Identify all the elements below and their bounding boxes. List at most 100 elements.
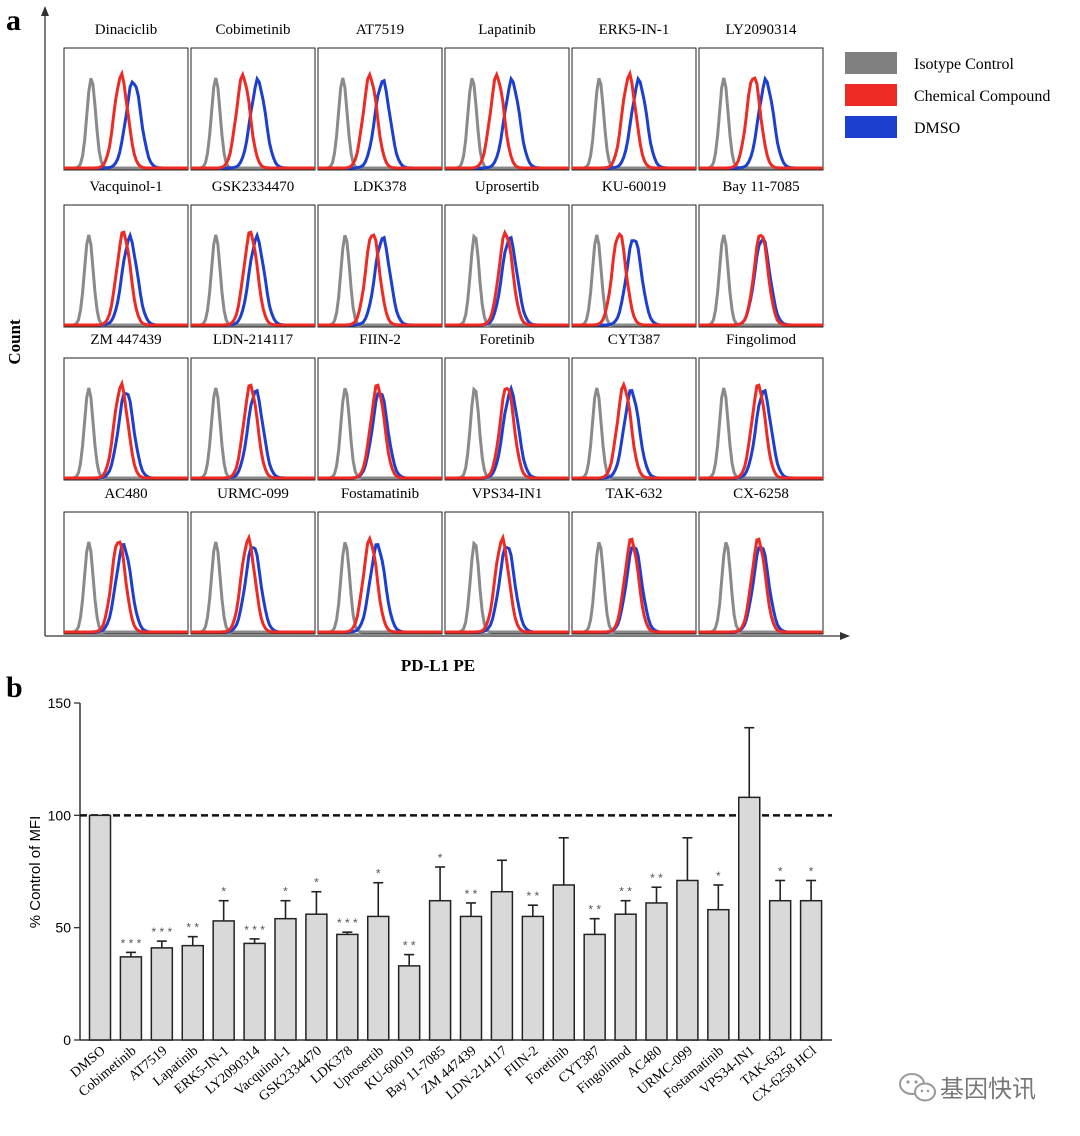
histogram-grid: Dinaciclib Cobimetinib AT7519 Lapatinib ERK5… (63, 22, 824, 635)
histogram-title: Uprosertib (475, 179, 539, 195)
compound-curve (572, 380, 696, 480)
histogram-panel: URMC-099 (190, 486, 316, 635)
bar (305, 913, 328, 1041)
histogram-title: VPS34-IN1 (472, 486, 543, 502)
histogram-panel: Cobimetinib (190, 22, 316, 171)
histogram-panel: Lapatinib (444, 22, 570, 171)
legend-label: Isotype Control (914, 56, 1015, 73)
bar (799, 899, 823, 1041)
bar (181, 944, 204, 1041)
bar (150, 947, 174, 1041)
bar (552, 884, 575, 1041)
compound-curve (64, 540, 188, 634)
histogram-panel: Bay 11-7085 (698, 179, 824, 328)
bar (521, 915, 545, 1041)
histogram-title: GSK2334470 (212, 179, 295, 195)
legend-label: DMSO (914, 120, 960, 137)
bar (583, 933, 606, 1041)
histogram-panel: LY2090314 (698, 22, 824, 171)
bar (274, 917, 297, 1041)
histogram-panel: ERK5-IN-1 (571, 22, 697, 171)
compound-curve (699, 383, 823, 480)
compound-curve (445, 533, 569, 634)
compound-curve (572, 537, 696, 634)
significance-label: * * (619, 885, 632, 899)
histogram-panel: Uprosertib (444, 179, 570, 328)
histogram-panel: CX-6258 (698, 486, 824, 635)
bar (428, 899, 452, 1041)
compound-curve (572, 69, 696, 170)
histogram-frame (444, 357, 570, 481)
significance-label: * (716, 869, 721, 883)
bar (459, 915, 483, 1041)
histogram-title: LY2090314 (726, 22, 797, 38)
compound-curve (64, 379, 188, 480)
histogram-title: URMC-099 (217, 486, 289, 502)
bar (768, 899, 792, 1041)
histogram-frame (698, 357, 824, 481)
bar (614, 913, 637, 1041)
bar (397, 965, 421, 1041)
histogram-panel: ZM 447439 (63, 332, 189, 481)
legend-swatch (845, 52, 897, 74)
histogram-title: CX-6258 (733, 486, 789, 502)
significance-label: * (376, 867, 381, 881)
compound-curve (191, 70, 315, 170)
histogram-frame (190, 357, 316, 481)
histogram-panel: LDK378 (317, 179, 443, 328)
histogram-frame (698, 204, 824, 328)
histogram-panel: Dinaciclib (63, 22, 189, 171)
compound-curve (699, 537, 823, 634)
significance-label: * * * (244, 923, 265, 937)
significance-label: * * * (151, 925, 172, 939)
bar (367, 915, 390, 1041)
bar (645, 902, 668, 1041)
histogram-panel: LDN-214117 (190, 332, 316, 481)
histogram-title: ERK5-IN-1 (599, 22, 670, 38)
compound-curve (318, 233, 442, 327)
histogram-title: Cobimetinib (216, 22, 291, 38)
histogram-title: Fostamatinib (341, 486, 419, 502)
histogram-panel: Vacquinol-1 (63, 179, 189, 328)
histogram-title: FIIN-2 (359, 332, 401, 348)
compound-curve (64, 230, 188, 327)
histogram-title: LDN-214117 (213, 332, 294, 348)
bar (490, 890, 514, 1041)
histogram-title: CYT387 (608, 332, 661, 348)
significance-label: * (221, 885, 226, 899)
legend-label: Chemical Compound (914, 88, 1050, 105)
bar (336, 933, 359, 1041)
compound-curve (445, 229, 569, 327)
significance-label: * (809, 864, 814, 878)
significance-label: * * (650, 871, 663, 885)
significance-label: * * * (121, 936, 142, 950)
bar (707, 908, 730, 1041)
significance-label: * (438, 851, 443, 865)
significance-label: * * (526, 889, 539, 903)
compound-curve (191, 533, 315, 634)
watermark-text: 基因快讯 (940, 1076, 1036, 1103)
significance-label: * * * (337, 916, 358, 930)
significance-label: * * (465, 887, 478, 901)
histogram-panel: FIIN-2 (317, 332, 443, 481)
histogram-title: AT7519 (356, 22, 404, 38)
compound-curve (318, 534, 442, 634)
y-tick-label: 50 (55, 920, 71, 936)
histogram-panel: AT7519 (317, 22, 443, 171)
significance-label: * (778, 864, 783, 878)
y-tick-label: 150 (48, 695, 72, 711)
histogram-title: LDK378 (353, 179, 406, 195)
compound-curve (445, 70, 569, 170)
histogram-title: Dinaciclib (95, 22, 157, 38)
y-tick-label: 0 (63, 1032, 71, 1048)
histogram-frame (190, 47, 316, 171)
watermark: 基因快讯 (899, 1073, 1036, 1103)
compound-curve (318, 70, 442, 170)
histogram-title: TAK-632 (605, 486, 662, 502)
histogram-panel: GSK2334470 (190, 179, 316, 328)
compound-curve (445, 386, 569, 480)
legend-swatch (845, 84, 897, 106)
wechat-icon (899, 1073, 936, 1102)
